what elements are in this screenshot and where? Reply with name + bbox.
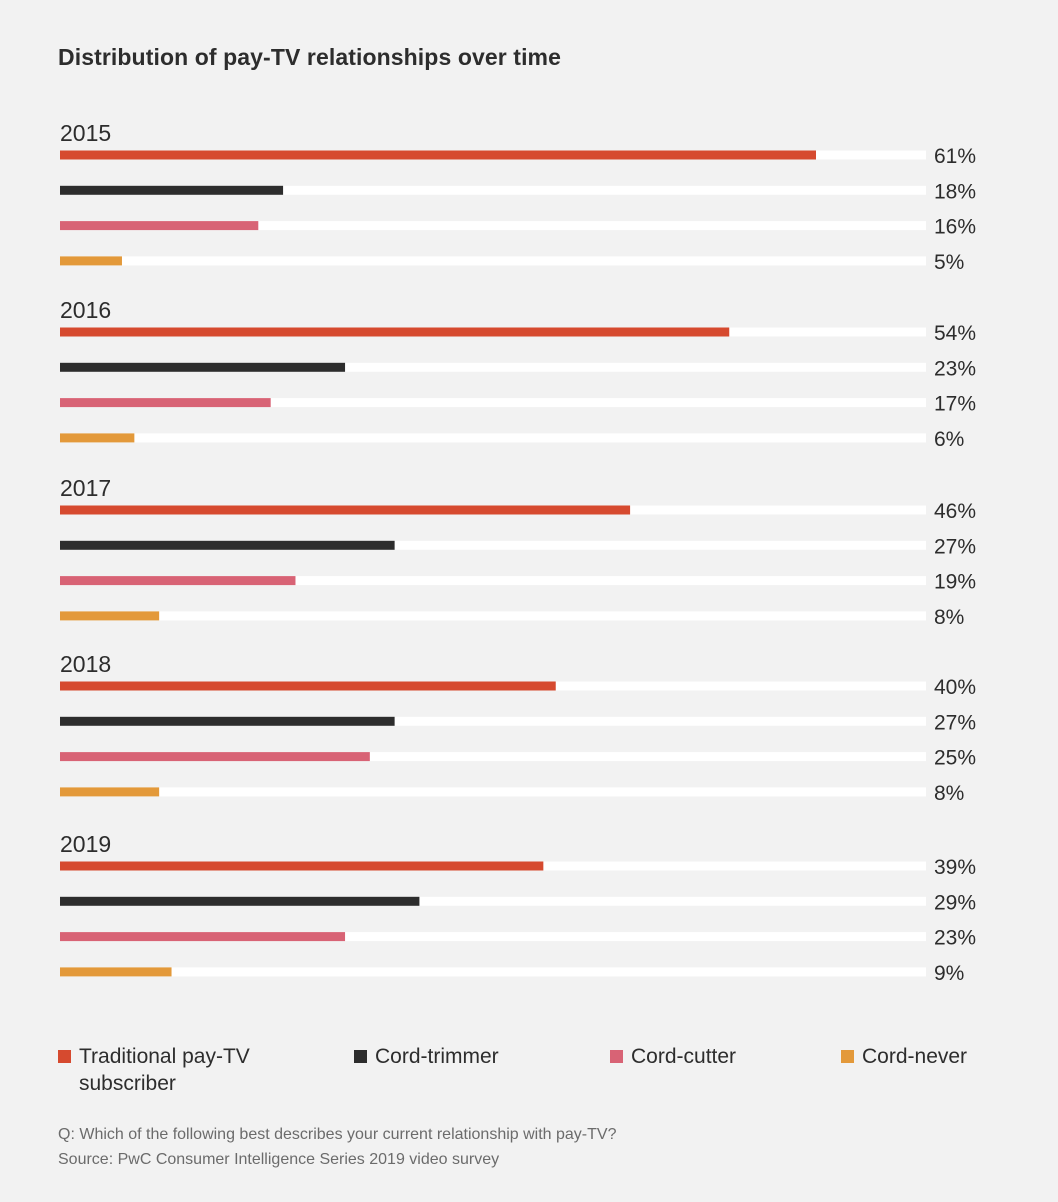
legend-swatch-cord-trimmer <box>354 1050 367 1063</box>
bar-2018-cord-never <box>60 787 160 797</box>
group-label-2017: 2017 <box>60 475 111 501</box>
bar-chart: 2015 61% 18% 16% 5% 2016 54% 23% 17% 6% 2017 46% 27%… <box>60 120 976 985</box>
bar-2019-traditional-pay-tv-subscriber <box>60 861 544 871</box>
bar-2016-cord-cutter <box>60 398 271 408</box>
legend-swatch-cord-never <box>841 1050 854 1063</box>
value-label: 40% <box>934 676 976 699</box>
bar-2019-cord-cutter <box>60 932 346 942</box>
value-label: 19% <box>934 571 976 594</box>
value-label: 18% <box>934 180 976 203</box>
bar-2018-traditional-pay-tv-subscriber <box>60 681 556 691</box>
bar-track <box>60 896 926 906</box>
bar-track <box>60 185 926 195</box>
value-label: 16% <box>934 216 976 239</box>
legend-swatch-traditional <box>58 1050 71 1063</box>
value-label: 23% <box>934 927 976 950</box>
footnote-source: Source: PwC Consumer Intelligence Series… <box>58 1151 500 1168</box>
legend-swatch-cord-cutter <box>610 1050 623 1063</box>
value-label: 23% <box>934 357 976 380</box>
bar-2015-traditional-pay-tv-subscriber <box>60 150 816 160</box>
bar-2019-cord-never <box>60 967 172 977</box>
value-label: 9% <box>934 962 964 985</box>
value-label: 39% <box>934 856 976 879</box>
value-label: 8% <box>934 782 964 805</box>
group-label-2019: 2019 <box>60 831 111 857</box>
bar-track <box>60 221 926 231</box>
legend-label-cord-never: Cord-never <box>862 1045 968 1068</box>
bar-2019-cord-trimmer <box>60 896 420 906</box>
bar-2015-cord-never <box>60 256 122 266</box>
bar-2018-cord-cutter <box>60 752 370 762</box>
bar-track <box>60 433 926 443</box>
bar-track <box>60 611 926 621</box>
value-label: 61% <box>934 145 976 168</box>
bar-2018-cord-trimmer <box>60 716 395 726</box>
bar-2016-cord-trimmer <box>60 362 346 372</box>
value-label: 27% <box>934 711 976 734</box>
bar-2017-cord-trimmer <box>60 540 395 550</box>
bar-track <box>60 932 926 942</box>
group-label-2016: 2016 <box>60 297 111 323</box>
bar-track <box>60 576 926 586</box>
legend-item-cord-trimmer: Cord-trimmer <box>354 1043 499 1070</box>
bar-2017-traditional-pay-tv-subscriber <box>60 505 631 515</box>
footnote-question: Q: Which of the following best describes… <box>58 1126 617 1143</box>
value-label: 46% <box>934 500 976 523</box>
bar-2016-cord-never <box>60 433 135 443</box>
bar-track <box>60 362 926 372</box>
legend-label-traditional-line2: subscriber <box>79 1072 176 1095</box>
value-label: 8% <box>934 606 964 629</box>
value-label: 27% <box>934 535 976 558</box>
legend: Traditional pay-TV subscriber Cord-trimm… <box>0 1043 1058 1103</box>
bar-track <box>60 967 926 977</box>
value-label: 5% <box>934 251 964 274</box>
legend-label-cord-trimmer: Cord-trimmer <box>375 1045 499 1068</box>
group-label-2018: 2018 <box>60 651 111 677</box>
value-label: 25% <box>934 747 976 770</box>
value-label: 6% <box>934 428 964 451</box>
value-label: 29% <box>934 891 976 914</box>
value-label: 54% <box>934 322 976 345</box>
bar-track <box>60 540 926 550</box>
bar-track <box>60 787 926 797</box>
bar-track <box>60 716 926 726</box>
bar-2016-traditional-pay-tv-subscriber <box>60 327 730 337</box>
legend-item-cord-never: Cord-never <box>841 1043 967 1070</box>
legend-item-traditional: Traditional pay-TV subscriber <box>58 1043 250 1097</box>
legend-label-cord-cutter: Cord-cutter <box>631 1045 737 1068</box>
bar-2017-cord-never <box>60 611 160 621</box>
chart-title: Distribution of pay-TV relationships ove… <box>58 44 561 70</box>
legend-item-cord-cutter: Cord-cutter <box>610 1043 736 1070</box>
group-label-2015: 2015 <box>60 120 111 146</box>
bar-track <box>60 256 926 266</box>
value-label: 17% <box>934 393 976 416</box>
bar-2015-cord-trimmer <box>60 185 284 195</box>
legend-label-traditional-line1: Traditional pay-TV <box>79 1045 250 1068</box>
bar-2015-cord-cutter <box>60 221 259 231</box>
bar-track <box>60 752 926 762</box>
bar-2017-cord-cutter <box>60 576 296 586</box>
bar-track <box>60 398 926 408</box>
